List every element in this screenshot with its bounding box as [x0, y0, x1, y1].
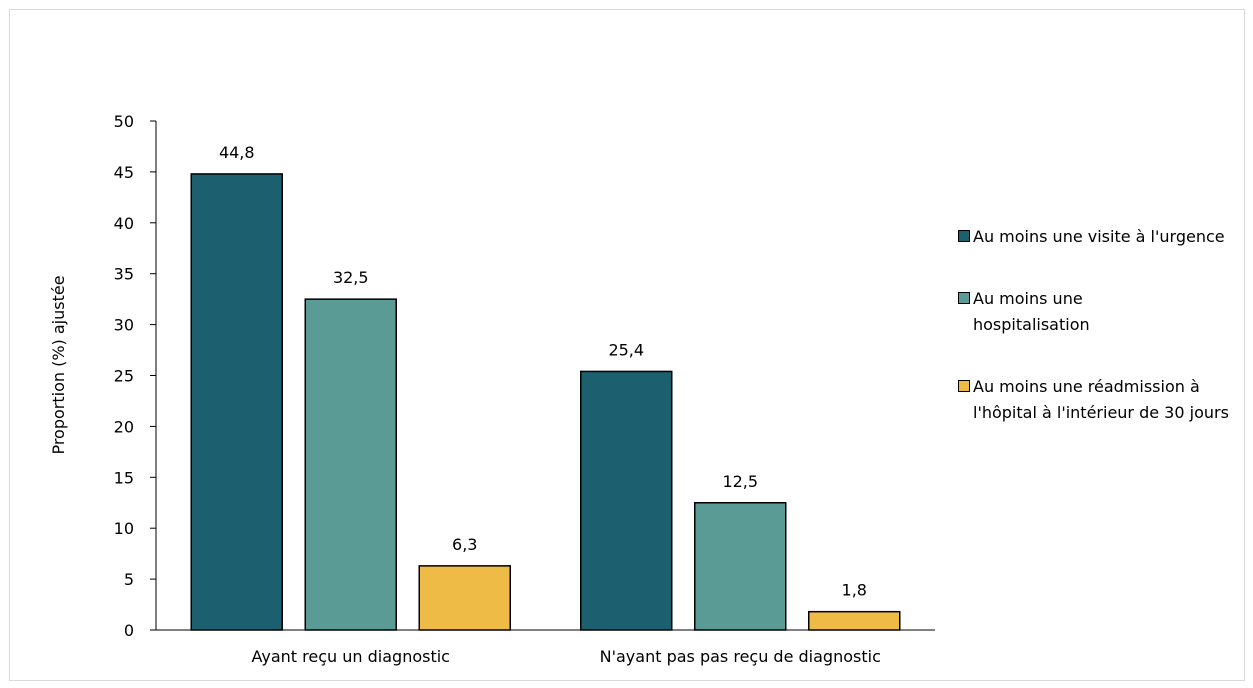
legend-item-urgence: Au moins une visite à l'urgence [958, 224, 1248, 250]
y-axis-ticks: 0 5 10 15 20 25 30 35 40 45 50 [114, 112, 156, 640]
y-tick-label: 50 [114, 112, 134, 131]
legend-item-readmission: Au moins une réadmission à l'hôpital à l… [958, 374, 1248, 426]
bar [304, 298, 397, 631]
legend-swatch-urgence [958, 230, 970, 242]
legend: Au moins une visite à l'urgence Au moins… [958, 224, 1248, 462]
bar [190, 173, 283, 631]
bar [418, 565, 511, 631]
legend-label-urgence: Au moins une visite à l'urgence [973, 227, 1225, 246]
bar-value-labels: 44,8 32,5 6,3 25,4 12,5 1,8 [219, 143, 867, 600]
legend-label-hospitalisation: Au moins une hospitalisation [973, 289, 1090, 334]
bar [808, 610, 901, 631]
legend-label-readmission: Au moins une réadmission à l'hôpital à l… [973, 377, 1229, 422]
bar-value-label: 32,5 [333, 268, 369, 287]
bar-value-label: 12,5 [722, 472, 758, 491]
y-tick-label: 45 [114, 163, 134, 182]
legend-swatch-hospitalisation [958, 292, 970, 304]
x-category-label: Ayant reçu un diagnostic [252, 647, 450, 666]
y-tick-label: 25 [114, 367, 134, 386]
y-tick-label: 30 [114, 316, 134, 335]
bar [694, 502, 787, 631]
y-tick-label: 5 [124, 570, 134, 589]
bar-value-label: 6,3 [452, 535, 477, 554]
x-category-label: N'ayant pas pas reçu de diagnostic [600, 647, 881, 666]
x-axis-category-labels: Ayant reçu un diagnostic N'ayant pas pas … [252, 647, 881, 666]
legend-swatch-readmission [958, 380, 970, 392]
y-axis-title: Proportion (%) ajustée [49, 275, 68, 454]
y-tick-label: 20 [114, 417, 134, 436]
legend-item-hospitalisation: Au moins une hospitalisation [958, 286, 1248, 338]
y-tick-label: 15 [114, 468, 134, 487]
y-tick-label: 10 [114, 519, 134, 538]
bar [580, 370, 673, 631]
bars [190, 173, 901, 631]
bar-value-label: 1,8 [842, 581, 867, 600]
bar-value-label: 44,8 [219, 143, 255, 162]
y-tick-label: 35 [114, 265, 134, 284]
y-tick-label: 40 [114, 214, 134, 233]
bar-value-label: 25,4 [608, 340, 644, 359]
y-tick-label: 0 [124, 621, 134, 640]
